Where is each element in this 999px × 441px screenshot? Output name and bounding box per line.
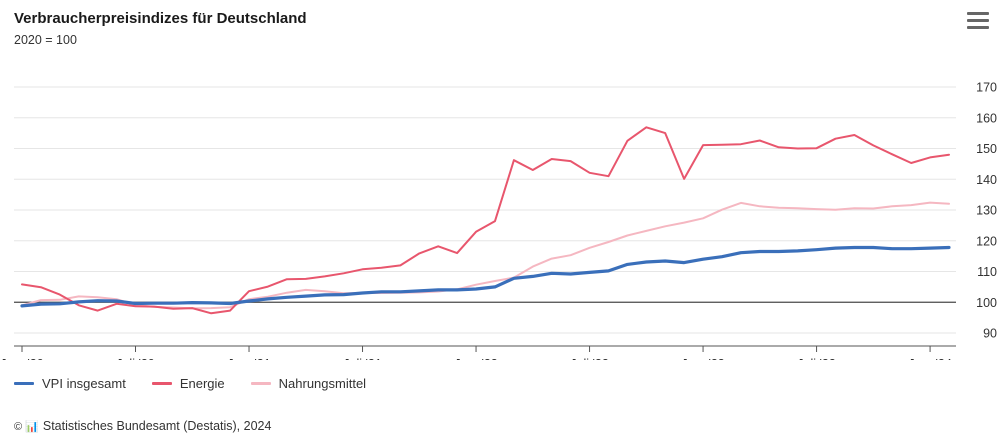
y-tick-label: 130 <box>976 204 997 218</box>
x-tick-label: Jan. '22 <box>454 357 497 360</box>
line-chart: 90 100 110 120 130 140 150 160 170 Jan. '20 Juli … <box>0 81 997 361</box>
series-line-vpi-insgesamt[interactable] <box>20 245 951 308</box>
x-tick-label: Jan. '24 <box>908 357 951 360</box>
legend-item-vpi-insgesamt[interactable]: VPI insgesamt <box>14 376 126 391</box>
chart-legend: VPI insgesamt Energie Nahrungsmittel <box>14 376 366 391</box>
chart-subtitle: 2020 = 100 <box>14 33 77 47</box>
legend-item-energie[interactable]: Energie <box>151 376 225 391</box>
x-tick-label: Jan. '23 <box>681 357 724 360</box>
legend-item-nahrungsmittel[interactable]: Nahrungsmittel <box>250 376 367 391</box>
y-tick-label: 90 <box>983 327 997 341</box>
y-tick-label: 170 <box>976 81 997 95</box>
y-tick-label: 110 <box>977 265 997 279</box>
credit-text: Statistisches Bundesamt (Destatis), 2024 <box>42 419 272 433</box>
series-line-nahrungsmittel[interactable] <box>21 201 950 310</box>
y-tick-label: 160 <box>976 111 997 125</box>
legend-label: Energie <box>179 376 225 391</box>
chart-title: Verbraucherpreisindizes für Deutschland <box>14 10 307 27</box>
x-tick-label: Jan. '20 <box>0 357 43 360</box>
x-tick-label: Juli '23 <box>797 357 836 360</box>
destatis-logo-icon: © 📊 <box>14 420 39 433</box>
y-tick-label: 120 <box>976 234 997 248</box>
x-tick-label: Juli '22 <box>570 357 609 360</box>
x-axis: Jan. '20 Juli '20 Jan. '21 Juli '21 Jan. '22… <box>0 345 956 360</box>
x-tick-label: Juli '21 <box>343 357 382 360</box>
y-tick-label: 150 <box>976 142 997 156</box>
x-tick-label: Jan. '21 <box>227 357 270 360</box>
x-tick-label: Juli '20 <box>116 357 155 360</box>
legend-swatch <box>250 382 271 385</box>
series-lines <box>20 126 951 315</box>
legend-swatch <box>14 382 34 385</box>
y-tick-label: 140 <box>976 173 997 187</box>
source-credit: © 📊 Statistisches Bundesamt (Destatis), … <box>14 419 271 433</box>
y-tick-label: 100 <box>976 296 997 310</box>
legend-label: Nahrungsmittel <box>278 376 367 391</box>
y-axis-ticks: 90 100 110 120 130 140 150 160 170 <box>976 81 997 341</box>
legend-swatch <box>151 382 172 385</box>
hamburger-menu-icon[interactable] <box>967 12 989 30</box>
series-line-energie[interactable] <box>21 126 950 315</box>
legend-label: VPI insgesamt <box>42 376 126 391</box>
